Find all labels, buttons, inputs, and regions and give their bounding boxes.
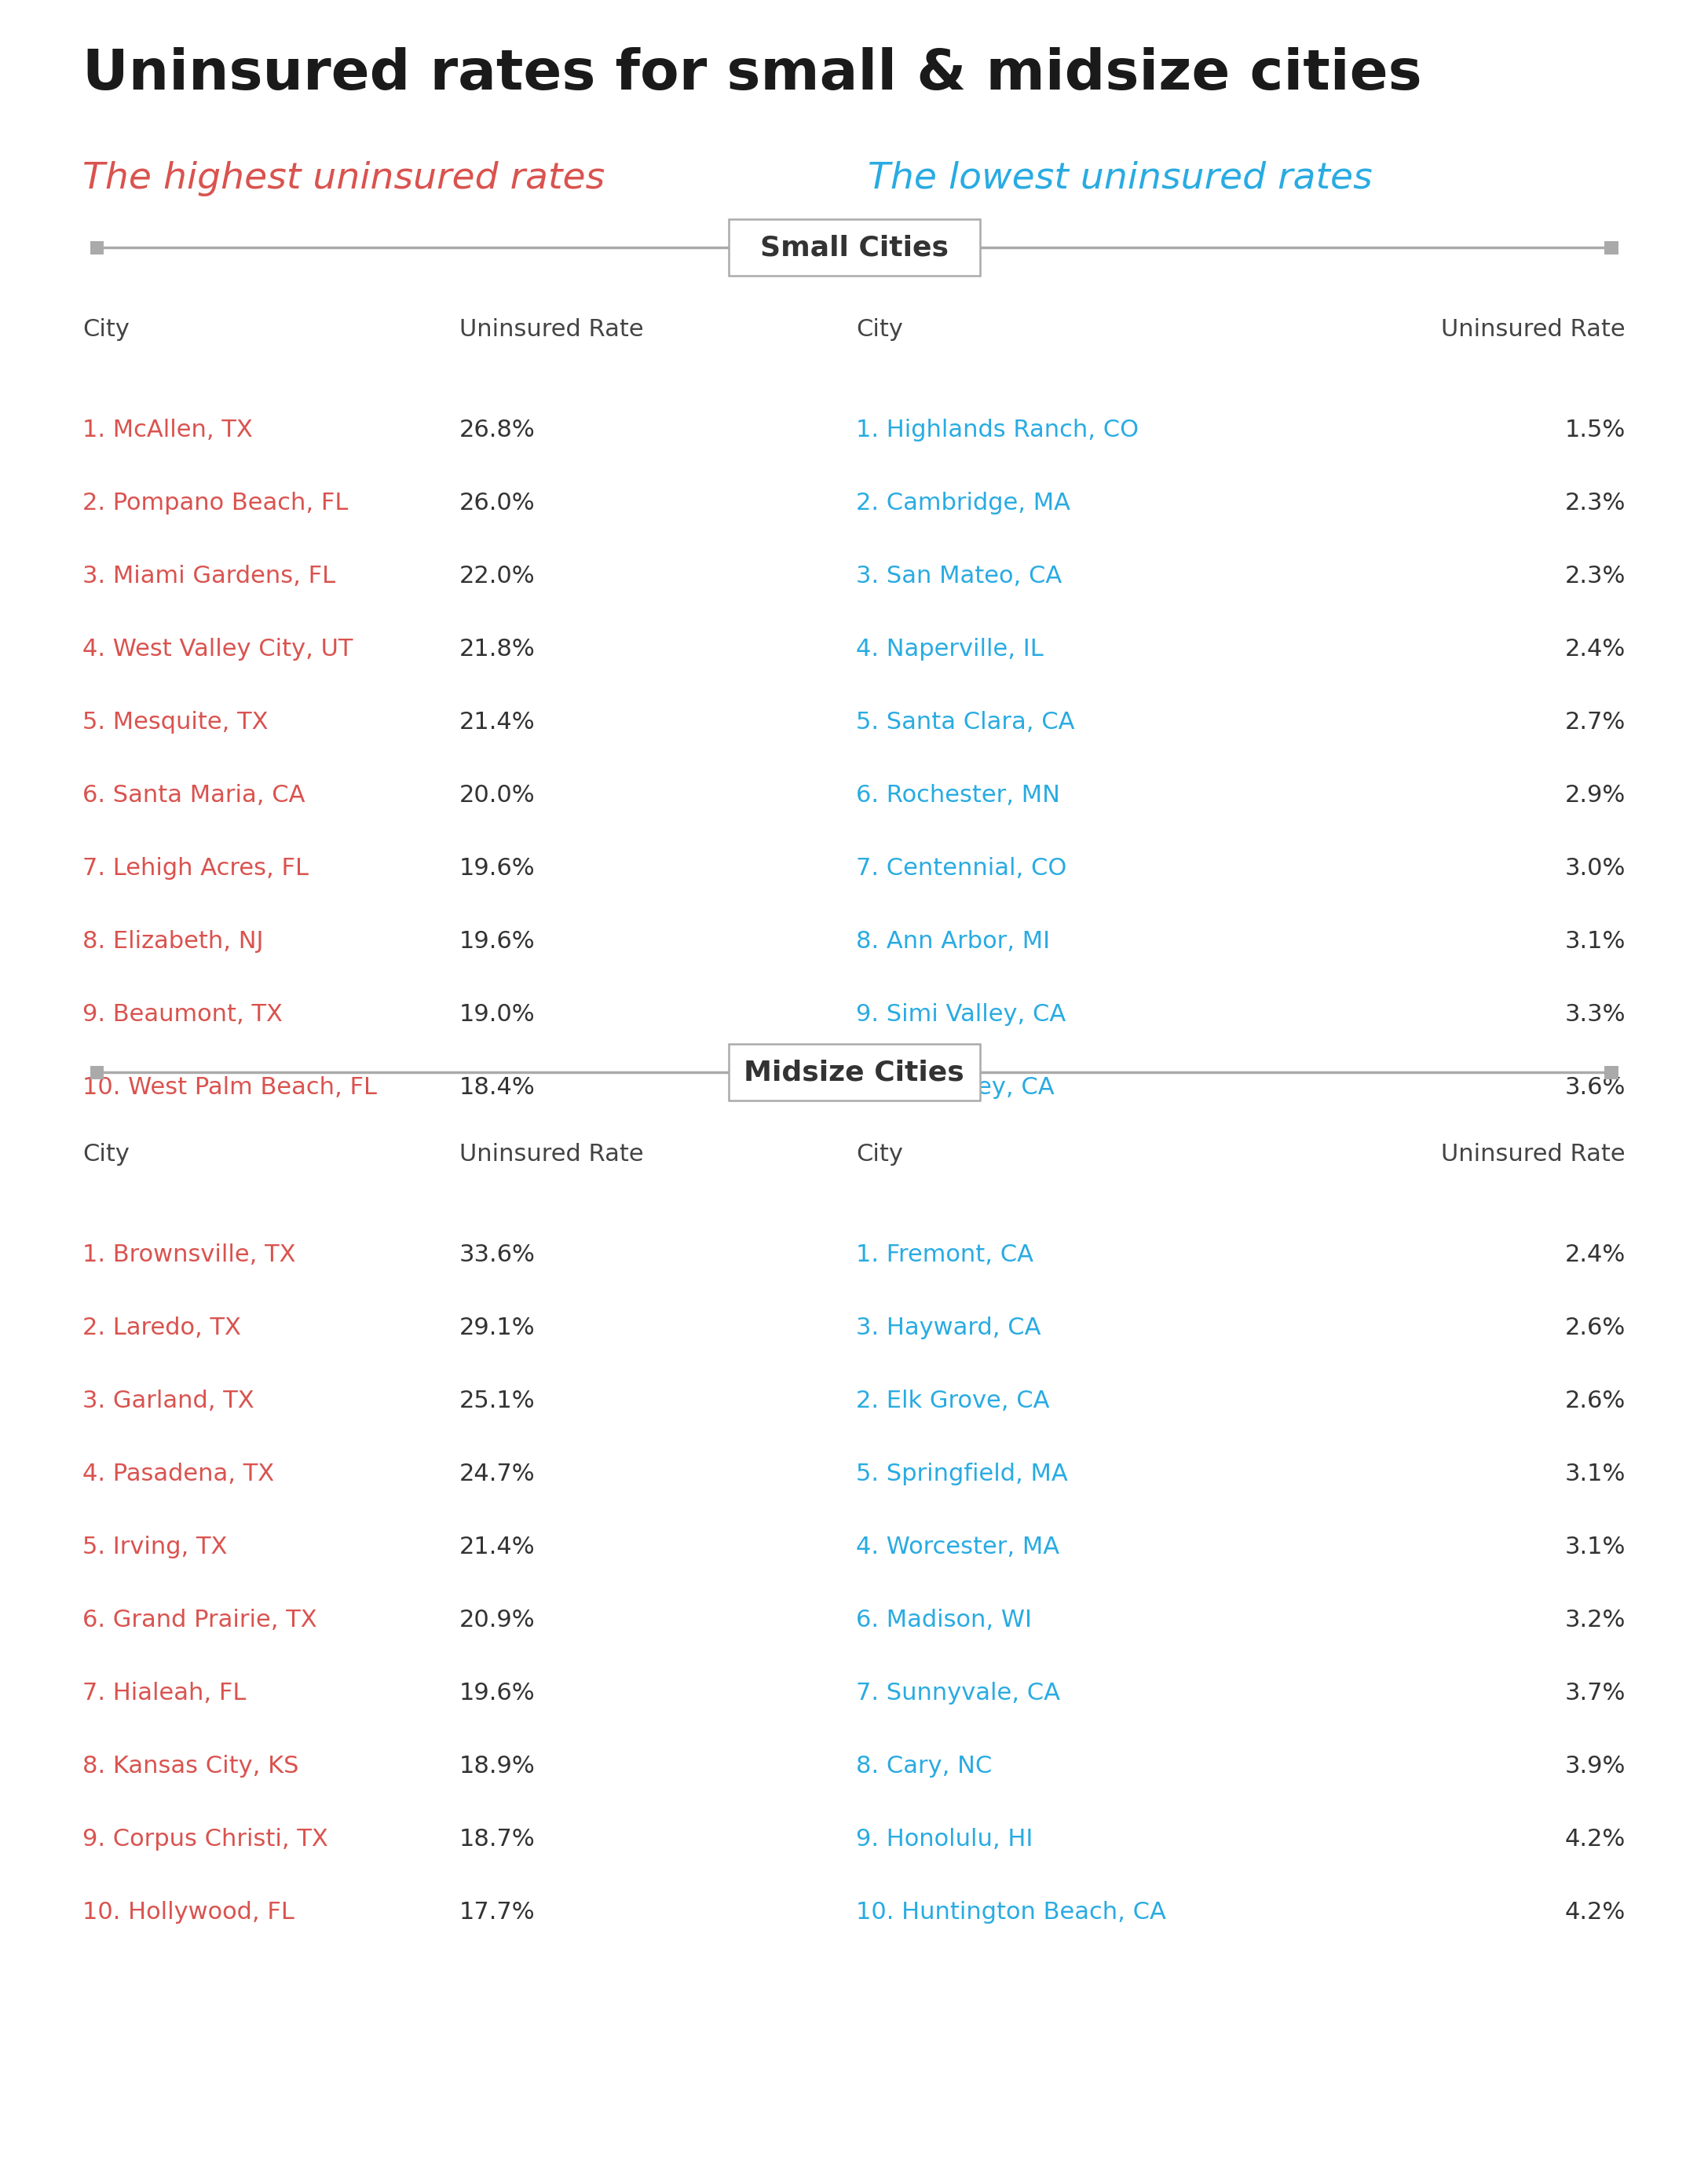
Text: 19.6%: 19.6% — [459, 856, 535, 880]
Text: 4. Naperville, IL: 4. Naperville, IL — [856, 637, 1044, 661]
Text: 19.6%: 19.6% — [459, 1682, 535, 1704]
Text: Uninsured rates for small & midsize cities: Uninsured rates for small & midsize citi… — [82, 48, 1421, 102]
Text: 2. Pompano Beach, FL: 2. Pompano Beach, FL — [82, 492, 348, 514]
Text: 18.9%: 18.9% — [459, 1754, 535, 1778]
Text: 5. Santa Clara, CA: 5. Santa Clara, CA — [856, 711, 1074, 733]
Text: 19.6%: 19.6% — [459, 930, 535, 952]
Text: 2. Laredo, TX: 2. Laredo, TX — [82, 1316, 241, 1340]
Text: 3. Hayward, CA: 3. Hayward, CA — [856, 1316, 1040, 1340]
Text: 2.3%: 2.3% — [1565, 566, 1626, 588]
Text: 3.0%: 3.0% — [1565, 856, 1626, 880]
Text: 6. Rochester, MN: 6. Rochester, MN — [856, 785, 1061, 806]
Text: Small Cities: Small Cities — [760, 234, 948, 260]
Text: 19.0%: 19.0% — [459, 1004, 535, 1025]
Text: 25.1%: 25.1% — [459, 1390, 535, 1411]
Text: 24.7%: 24.7% — [459, 1463, 535, 1485]
Text: City: City — [82, 1143, 130, 1166]
Text: 2.9%: 2.9% — [1565, 785, 1626, 806]
Text: 18.7%: 18.7% — [459, 1828, 535, 1851]
FancyBboxPatch shape — [91, 1064, 102, 1080]
Text: 3.1%: 3.1% — [1565, 930, 1626, 952]
Text: 22.0%: 22.0% — [459, 566, 535, 588]
Text: 1. Fremont, CA: 1. Fremont, CA — [856, 1244, 1033, 1266]
Text: 4.2%: 4.2% — [1565, 1828, 1626, 1851]
Text: 26.0%: 26.0% — [459, 492, 535, 514]
Text: 1. Highlands Ranch, CO: 1. Highlands Ranch, CO — [856, 418, 1139, 442]
FancyBboxPatch shape — [91, 241, 102, 254]
Text: 3.9%: 3.9% — [1565, 1754, 1626, 1778]
Text: 21.8%: 21.8% — [459, 637, 535, 661]
Text: Uninsured Rate: Uninsured Rate — [1442, 1143, 1626, 1166]
Text: 8. Elizabeth, NJ: 8. Elizabeth, NJ — [82, 930, 263, 952]
FancyBboxPatch shape — [1606, 241, 1617, 254]
Text: 7. Hialeah, FL: 7. Hialeah, FL — [82, 1682, 246, 1704]
Text: 3.7%: 3.7% — [1565, 1682, 1626, 1704]
Text: 8. Cary, NC: 8. Cary, NC — [856, 1754, 992, 1778]
Text: 1. McAllen, TX: 1. McAllen, TX — [82, 418, 253, 442]
Text: 10. Huntington Beach, CA: 10. Huntington Beach, CA — [856, 1901, 1167, 1923]
Text: 2.7%: 2.7% — [1565, 711, 1626, 733]
Text: 33.6%: 33.6% — [459, 1244, 536, 1266]
Text: 2.4%: 2.4% — [1565, 637, 1626, 661]
Text: 1.5%: 1.5% — [1565, 418, 1626, 442]
Text: 3.6%: 3.6% — [1565, 1075, 1626, 1099]
Text: City: City — [82, 319, 130, 340]
Text: 9. Honolulu, HI: 9. Honolulu, HI — [856, 1828, 1033, 1851]
Text: 8. Ann Arbor, MI: 8. Ann Arbor, MI — [856, 930, 1050, 952]
Text: 4. Worcester, MA: 4. Worcester, MA — [856, 1535, 1059, 1559]
Text: 7. Centennial, CO: 7. Centennial, CO — [856, 856, 1068, 880]
Text: 9. Simi Valley, CA: 9. Simi Valley, CA — [856, 1004, 1066, 1025]
Text: 3.3%: 3.3% — [1565, 1004, 1626, 1025]
Text: 6. Madison, WI: 6. Madison, WI — [856, 1609, 1032, 1633]
Text: 4. Pasadena, TX: 4. Pasadena, TX — [82, 1463, 275, 1485]
Text: 20.0%: 20.0% — [459, 785, 535, 806]
Text: City: City — [856, 1143, 904, 1166]
Text: 9. Corpus Christi, TX: 9. Corpus Christi, TX — [82, 1828, 328, 1851]
Text: 4.2%: 4.2% — [1565, 1901, 1626, 1923]
Text: 6. Santa Maria, CA: 6. Santa Maria, CA — [82, 785, 306, 806]
FancyBboxPatch shape — [1606, 1064, 1617, 1080]
Text: 5. Mesquite, TX: 5. Mesquite, TX — [82, 711, 268, 733]
Text: 3. Miami Gardens, FL: 3. Miami Gardens, FL — [82, 566, 335, 588]
Text: 10. Hollywood, FL: 10. Hollywood, FL — [82, 1901, 294, 1923]
Text: City: City — [856, 319, 904, 340]
Text: 3. Garland, TX: 3. Garland, TX — [82, 1390, 254, 1411]
Text: 3. San Mateo, CA: 3. San Mateo, CA — [856, 566, 1062, 588]
Text: 2.3%: 2.3% — [1565, 492, 1626, 514]
FancyBboxPatch shape — [728, 1045, 980, 1101]
Text: 2.4%: 2.4% — [1565, 1244, 1626, 1266]
Text: Uninsured Rate: Uninsured Rate — [459, 319, 644, 340]
Text: 21.4%: 21.4% — [459, 1535, 535, 1559]
Text: 5. Irving, TX: 5. Irving, TX — [82, 1535, 227, 1559]
Text: 5. Springfield, MA: 5. Springfield, MA — [856, 1463, 1068, 1485]
Text: 18.4%: 18.4% — [459, 1075, 535, 1099]
Text: 21.4%: 21.4% — [459, 711, 535, 733]
Text: 10. West Palm Beach, FL: 10. West Palm Beach, FL — [82, 1075, 377, 1099]
Text: 4. West Valley City, UT: 4. West Valley City, UT — [82, 637, 354, 661]
Text: 3.2%: 3.2% — [1565, 1609, 1626, 1633]
Text: 2.6%: 2.6% — [1565, 1390, 1626, 1411]
Text: 17.7%: 17.7% — [459, 1901, 535, 1923]
Text: Midsize Cities: Midsize Cities — [743, 1058, 965, 1086]
Text: 1. Brownsville, TX: 1. Brownsville, TX — [82, 1244, 295, 1266]
Text: 9. Beaumont, TX: 9. Beaumont, TX — [82, 1004, 282, 1025]
Text: 8. Kansas City, KS: 8. Kansas City, KS — [82, 1754, 299, 1778]
Text: Uninsured Rate: Uninsured Rate — [459, 1143, 644, 1166]
Text: 6. Grand Prairie, TX: 6. Grand Prairie, TX — [82, 1609, 318, 1633]
Text: 2.6%: 2.6% — [1565, 1316, 1626, 1340]
Text: The lowest uninsured rates: The lowest uninsured rates — [868, 160, 1373, 197]
Text: 10. Berkeley, CA: 10. Berkeley, CA — [856, 1075, 1054, 1099]
Text: The highest uninsured rates: The highest uninsured rates — [82, 160, 605, 197]
Text: 20.9%: 20.9% — [459, 1609, 535, 1633]
Text: 2. Elk Grove, CA: 2. Elk Grove, CA — [856, 1390, 1049, 1411]
FancyBboxPatch shape — [728, 219, 980, 275]
Text: Uninsured Rate: Uninsured Rate — [1442, 319, 1626, 340]
Text: 3.1%: 3.1% — [1565, 1535, 1626, 1559]
Text: 7. Lehigh Acres, FL: 7. Lehigh Acres, FL — [82, 856, 309, 880]
Text: 7. Sunnyvale, CA: 7. Sunnyvale, CA — [856, 1682, 1061, 1704]
Text: 2. Cambridge, MA: 2. Cambridge, MA — [856, 492, 1071, 514]
Text: 26.8%: 26.8% — [459, 418, 535, 442]
Text: 3.1%: 3.1% — [1565, 1463, 1626, 1485]
Text: 29.1%: 29.1% — [459, 1316, 535, 1340]
